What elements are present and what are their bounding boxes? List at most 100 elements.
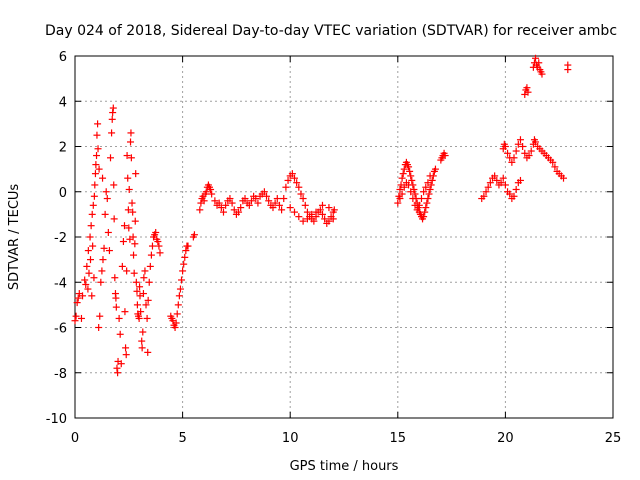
data-point — [560, 174, 568, 182]
data-point — [519, 143, 527, 150]
data-point — [172, 319, 180, 327]
data-point — [112, 303, 120, 311]
data-point — [73, 299, 81, 307]
data-point — [219, 208, 227, 216]
data-point — [506, 190, 514, 198]
data-point — [215, 199, 223, 207]
data-point — [85, 269, 93, 277]
data-point — [510, 192, 518, 200]
data-point — [196, 206, 204, 214]
data-point — [130, 269, 138, 277]
data-point — [110, 181, 118, 189]
data-point — [422, 183, 430, 191]
data-point — [133, 287, 141, 295]
data-point — [325, 217, 333, 225]
data-point — [109, 104, 117, 112]
data-point — [137, 308, 145, 316]
data-point — [424, 179, 432, 187]
data-point — [428, 176, 436, 184]
data-point — [93, 131, 101, 139]
data-point — [132, 170, 140, 178]
grid-lines — [75, 56, 613, 418]
data-point — [92, 161, 100, 169]
data-point — [117, 360, 125, 368]
data-point — [90, 192, 98, 200]
data-point — [128, 199, 136, 207]
data-point — [103, 195, 111, 203]
data-point — [422, 204, 430, 212]
data-point — [521, 149, 529, 157]
data-point — [265, 197, 273, 205]
data-point — [230, 206, 238, 214]
data-point — [82, 281, 90, 289]
data-point — [484, 183, 492, 191]
data-point — [400, 165, 408, 173]
data-point — [407, 172, 415, 180]
data-point — [417, 195, 425, 203]
data-point — [147, 251, 155, 259]
data-point — [431, 165, 439, 173]
data-point — [297, 190, 305, 198]
data-point — [122, 351, 130, 359]
data-point — [269, 204, 277, 212]
axis-ticks: 0 5 10 15 20 25 -10 -8 -6 -4 -2 0 2 4 6 — [46, 50, 622, 446]
data-point — [491, 172, 499, 180]
data-point — [95, 165, 103, 173]
y-tick-label: -10 — [46, 412, 67, 427]
data-point — [394, 199, 402, 207]
data-point — [516, 176, 524, 184]
data-point — [144, 348, 152, 356]
data-point — [423, 199, 431, 207]
y-tick-label: -2 — [54, 231, 67, 246]
data-point — [184, 242, 192, 250]
data-point — [208, 190, 216, 198]
data-point — [88, 210, 96, 218]
data-point — [295, 183, 303, 191]
data-point — [523, 84, 531, 92]
data-point — [318, 201, 326, 209]
data-point — [407, 188, 415, 196]
data-point — [504, 149, 512, 157]
data-point — [178, 276, 186, 284]
data-point — [514, 140, 522, 148]
data-point — [84, 247, 92, 255]
data-point — [399, 170, 407, 178]
data-point — [245, 201, 253, 209]
data-point — [112, 294, 120, 302]
data-point — [148, 242, 156, 250]
data-point — [125, 185, 133, 193]
data-point — [74, 294, 82, 302]
data-point — [139, 290, 147, 298]
y-tick-label: -6 — [54, 322, 67, 337]
data-point — [480, 192, 488, 200]
data-point — [405, 181, 413, 189]
data-point — [119, 238, 127, 246]
data-point — [86, 256, 94, 264]
data-point — [260, 188, 268, 196]
data-point — [408, 176, 416, 184]
data-point — [318, 210, 326, 218]
data-point — [174, 301, 182, 309]
data-point — [421, 208, 429, 216]
data-point — [87, 222, 95, 230]
data-point — [81, 276, 89, 284]
data-point — [497, 179, 505, 187]
data-point — [222, 201, 230, 209]
data-point — [549, 158, 557, 166]
data-point — [79, 292, 87, 300]
data-point — [171, 324, 179, 331]
data-point — [146, 262, 154, 270]
data-point — [330, 206, 338, 214]
data-point — [278, 206, 286, 214]
data-point — [96, 312, 104, 320]
data-point — [133, 301, 141, 309]
data-point — [275, 201, 283, 209]
data-point — [207, 185, 215, 193]
data-point — [293, 179, 301, 187]
x-tick-label: 5 — [178, 431, 186, 446]
data-point — [310, 217, 318, 225]
data-marks — [71, 54, 572, 377]
x-tick-label: 15 — [390, 431, 407, 446]
data-point — [97, 278, 105, 286]
